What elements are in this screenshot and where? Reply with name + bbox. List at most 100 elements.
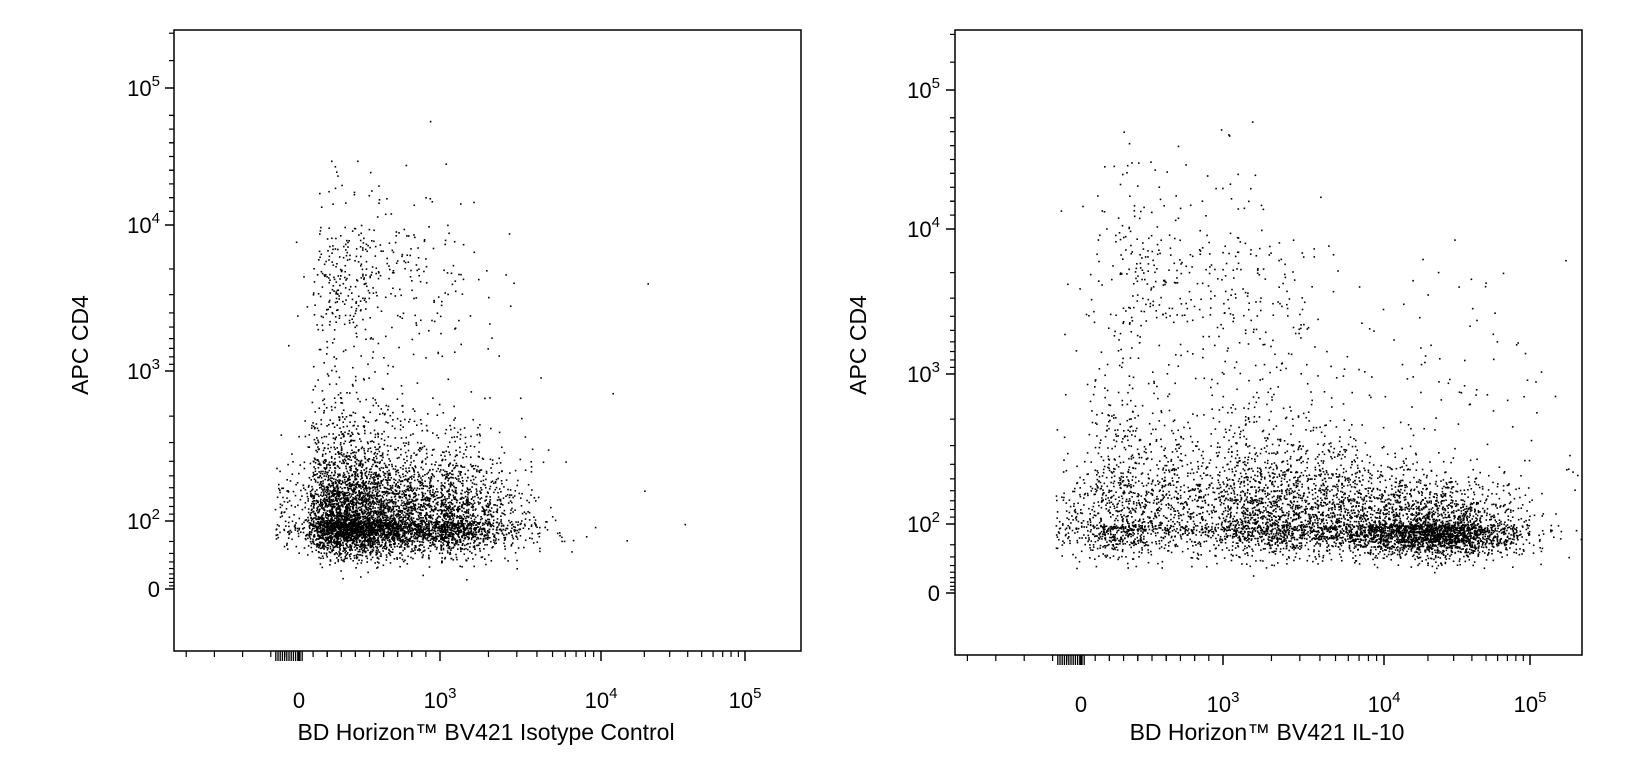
event-point	[517, 531, 520, 534]
event-point	[386, 525, 389, 527]
event-point	[414, 503, 417, 506]
event-point	[531, 448, 534, 451]
event-point	[561, 540, 563, 543]
event-point	[387, 528, 390, 530]
event-point	[447, 510, 450, 512]
event-point	[414, 509, 416, 511]
event-point	[376, 513, 378, 516]
event-point	[375, 549, 378, 552]
event-point	[349, 501, 352, 503]
event-point	[322, 544, 325, 547]
event-point	[339, 511, 341, 514]
event-point	[411, 478, 413, 480]
event-point	[275, 528, 278, 530]
event-point	[383, 499, 386, 502]
event-point	[336, 507, 338, 509]
event-point	[354, 512, 357, 514]
event-point	[327, 514, 330, 516]
event-point	[476, 544, 478, 547]
event-point	[333, 500, 335, 502]
event-point	[420, 477, 422, 479]
event-point	[352, 501, 354, 503]
event-point	[409, 484, 412, 486]
event-point	[374, 507, 376, 509]
event-point	[325, 435, 328, 438]
event-point	[344, 526, 346, 528]
event-point	[456, 543, 458, 545]
event-point	[528, 501, 530, 504]
event-point	[436, 546, 438, 549]
event-point	[433, 536, 436, 539]
event-point	[308, 534, 310, 536]
event-point	[424, 485, 427, 487]
event-point	[406, 541, 408, 543]
event-point	[491, 480, 494, 482]
event-point	[363, 447, 365, 450]
event-point	[378, 518, 381, 521]
event-point	[331, 528, 333, 531]
event-point	[481, 517, 483, 520]
event-point	[324, 470, 327, 473]
event-point	[461, 489, 463, 492]
event-point	[368, 514, 371, 516]
event-point	[360, 545, 363, 548]
event-point	[444, 557, 446, 560]
event-point	[375, 482, 377, 484]
event-point	[408, 489, 410, 492]
event-point	[348, 503, 350, 505]
event-point	[433, 509, 435, 511]
event-point	[358, 496, 361, 499]
event-point	[323, 521, 325, 523]
event-point	[355, 509, 357, 512]
event-point	[344, 519, 347, 521]
event-point	[440, 504, 443, 507]
event-point	[429, 469, 431, 471]
event-point	[465, 455, 468, 458]
event-point	[356, 557, 358, 560]
event-point	[387, 526, 389, 528]
event-point	[467, 533, 469, 536]
event-point	[440, 548, 442, 550]
event-point	[324, 490, 326, 493]
event-point	[490, 481, 493, 483]
event-point	[469, 514, 472, 516]
event-point	[373, 453, 376, 455]
event-point	[321, 520, 323, 522]
event-point	[349, 481, 351, 484]
event-point	[390, 508, 393, 511]
event-point	[349, 538, 352, 541]
event-point	[343, 534, 345, 537]
event-point	[364, 545, 366, 548]
event-point	[482, 479, 485, 482]
event-point	[323, 525, 326, 528]
event-point	[372, 507, 374, 509]
event-point	[474, 509, 477, 511]
event-point	[403, 501, 405, 503]
event-point	[340, 527, 342, 530]
event-point	[339, 547, 341, 550]
event-point	[432, 535, 434, 538]
event-point	[355, 510, 358, 512]
event-point	[494, 488, 497, 491]
event-point	[410, 517, 412, 520]
event-point	[395, 505, 398, 508]
event-point	[333, 528, 335, 530]
event-point	[321, 473, 324, 475]
event-point	[498, 488, 501, 490]
event-point	[409, 482, 411, 484]
event-point	[367, 526, 369, 528]
event-point	[376, 529, 379, 532]
event-point	[390, 489, 393, 492]
event-point	[472, 496, 474, 498]
event-point	[376, 453, 379, 455]
event-point	[410, 487, 412, 489]
event-point	[361, 541, 363, 544]
event-point	[344, 500, 346, 503]
event-point	[356, 562, 359, 565]
event-point	[399, 480, 402, 483]
event-point	[533, 497, 536, 499]
event-point	[410, 457, 412, 459]
event-point	[380, 535, 383, 538]
event-point	[439, 516, 441, 518]
event-point	[362, 534, 365, 537]
